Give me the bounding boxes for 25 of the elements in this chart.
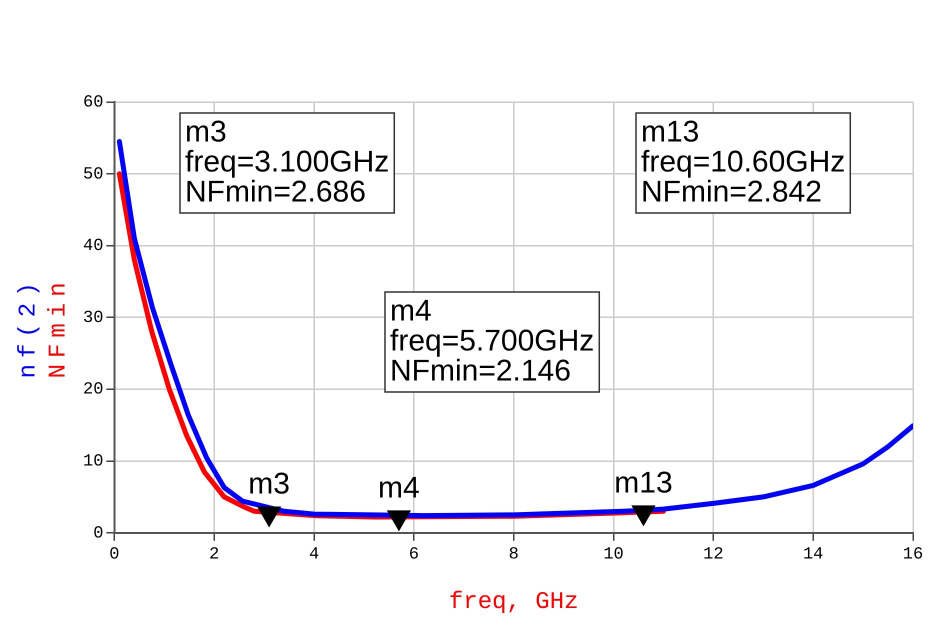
x-tick-label: 12 [703,546,724,564]
x-tick-label: 8 [508,546,519,564]
y-tick-label: 60 [82,94,104,112]
annotation: m3 freq=3.100GHz NFmin=2.686 [185,115,390,208]
annotation: m4 freq=5.700GHz NFmin=2.146 [390,294,594,388]
text: nf(2) [15,276,42,378]
annotation: m13 freq=10.60GHz NFmin=2.842 [641,115,846,208]
x-tick-label: 16 [902,546,924,564]
x-tick-label: 14 [802,546,824,564]
x-tick-label: 2 [209,546,220,564]
y-tick-label: 50 [82,165,104,184]
x-tick-label: 0 [109,546,120,564]
annotation: m13 [614,466,673,500]
text: NFmin [45,276,72,378]
x-tick-label: 6 [408,546,419,564]
y-tick-label: 20 [82,380,104,400]
x-tick-label: 10 [603,546,624,564]
y-tick-label: 30 [82,308,104,328]
y-tick-label: 10 [82,452,104,472]
x-axis-title: freq, GHz [448,588,579,616]
y-tick-label: 0 [93,524,104,544]
y-tick-label: 40 [82,237,104,256]
annotation: m4 [378,471,420,504]
annotation: m3 [248,468,290,501]
x-tick-label: 4 [308,546,320,564]
